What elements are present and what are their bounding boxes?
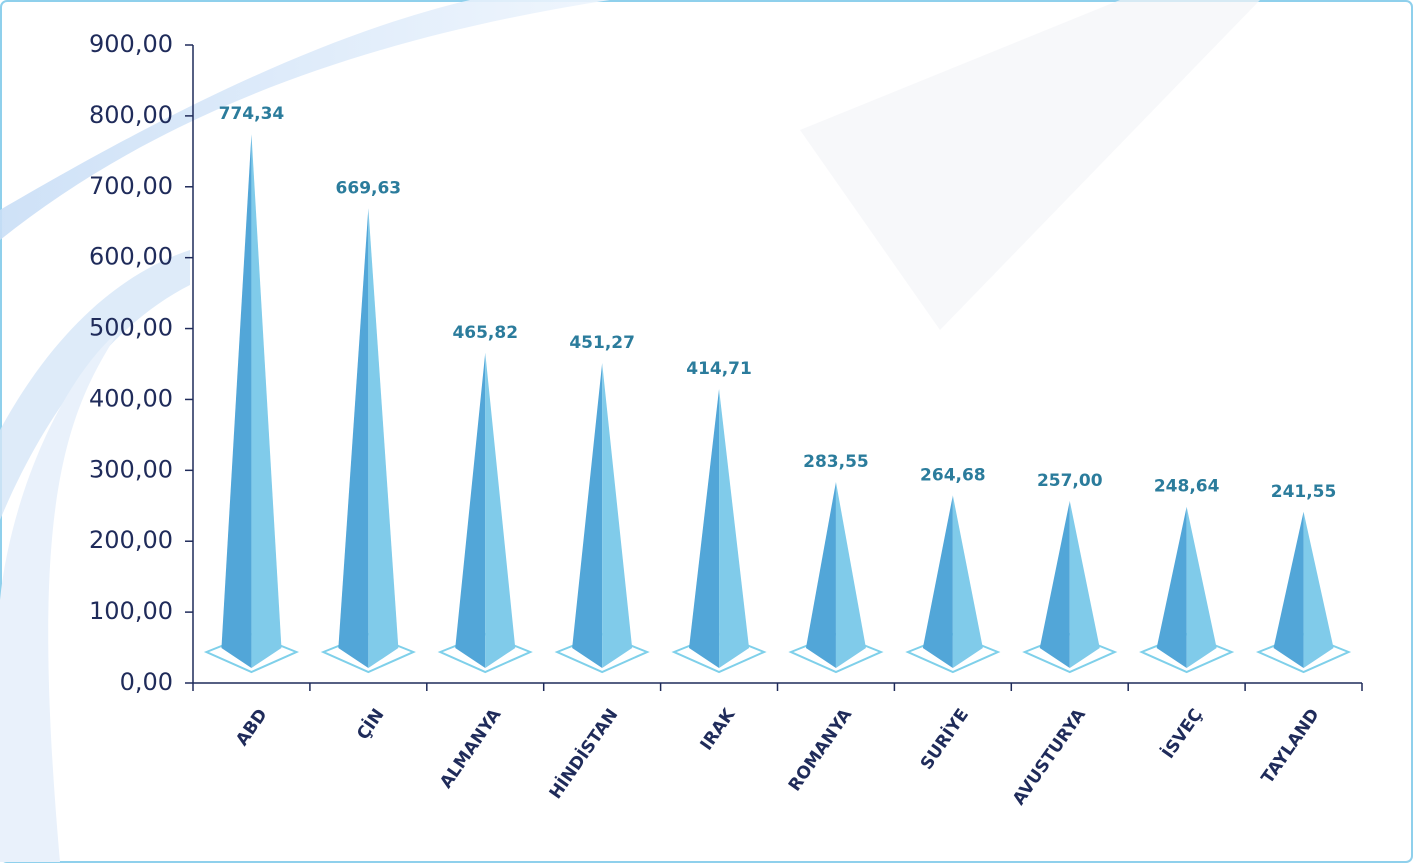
value-label: 774,34 [219,104,285,124]
pyramid-right [485,352,516,668]
swoosh [0,330,120,862]
y-tick-label: 100,00 [89,597,173,625]
pyramid-left [338,208,369,668]
pyramid-right [1069,500,1100,668]
value-label: 257,00 [1037,471,1103,491]
y-tick-label: 500,00 [89,314,173,342]
value-label: 248,64 [1154,477,1220,497]
shade [800,0,1260,330]
pyramid-left [1273,511,1304,668]
y-tick-label: 600,00 [89,243,173,271]
y-tick-label: 700,00 [89,172,173,200]
value-label: 241,55 [1271,482,1337,502]
pyramid-right [1303,511,1334,668]
pyramid-right [602,363,633,668]
pyramid-right [719,389,750,668]
pyramid-left [922,495,953,668]
pyramid-left [572,363,603,668]
y-tick-label: 0,00 [120,668,173,696]
pyramid-left [805,481,836,668]
value-label: 414,71 [686,359,752,379]
y-tick-label: 200,00 [89,526,173,554]
y-tick-label: 800,00 [89,101,173,129]
value-label: 264,68 [920,465,986,485]
pyramid-right [251,134,282,668]
pyramid-left [1039,500,1070,668]
value-label: 283,55 [803,452,869,472]
pyramid-left [455,352,486,668]
pyramid-right [1186,506,1217,668]
y-tick-label: 400,00 [89,384,173,412]
value-label: 465,82 [452,323,518,343]
pyramid-left [689,389,720,668]
pyramid-left [1156,506,1187,668]
y-tick-label: 900,00 [89,30,173,58]
pyramid-right [368,208,399,668]
pyramid-left [221,134,252,668]
pyramid-right [952,495,983,668]
value-label: 669,63 [336,178,402,198]
pyramid-right [835,481,866,668]
swoosh [0,250,190,520]
y-tick-label: 300,00 [89,455,173,483]
value-label: 451,27 [569,333,635,353]
